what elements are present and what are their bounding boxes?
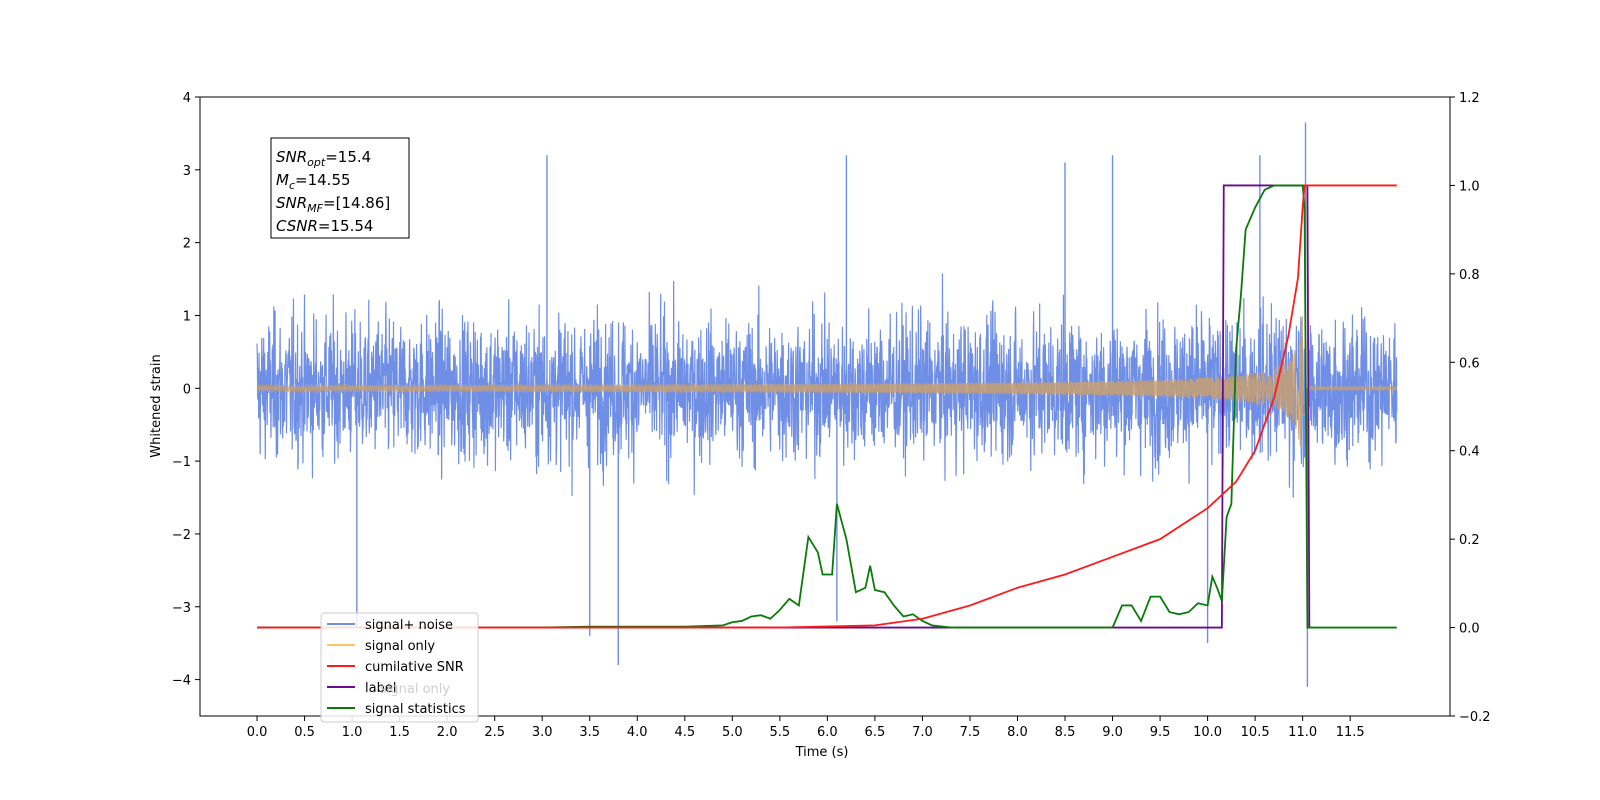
annotation-line: SNRopt=15.4	[276, 148, 371, 169]
y2-tick-label: 0.4	[1459, 445, 1480, 460]
y-tick-label: 1	[183, 309, 191, 324]
x-tick-label: 5.0	[722, 725, 743, 740]
plot-area	[256, 122, 1398, 687]
x-tick-label: 2.0	[437, 725, 458, 740]
y-axis-label: Whitened strain	[149, 354, 164, 457]
x-tick-label: 1.0	[342, 725, 363, 740]
x-tick-label: 4.5	[674, 725, 695, 740]
x-tick-label: 3.5	[579, 725, 600, 740]
y-tick-label: 2	[183, 237, 191, 252]
annotation-line: Mc=14.55	[276, 171, 351, 192]
y2-tick-label: 0.0	[1459, 622, 1480, 637]
x-tick-label: 0.0	[247, 725, 268, 740]
x-tick-label: 9.0	[1102, 725, 1123, 740]
y-axis-left: 4 3 2 1 0 −1 −2 −3 −4	[172, 91, 200, 689]
legend-ghost-label: signal only	[380, 682, 450, 697]
y2-tick-label: 1.2	[1459, 91, 1480, 106]
noise-line	[256, 273, 1398, 498]
plot-frame	[199, 96, 1451, 717]
legend-label: cumilative SNR	[365, 660, 464, 675]
x-tick-label: 9.5	[1150, 725, 1171, 740]
x-axis-label: Time (s)	[795, 745, 849, 760]
x-tick-label: 7.5	[960, 725, 981, 740]
x-tick-label: 4.0	[627, 725, 648, 740]
annotation-line: CSNR=15.54	[276, 217, 373, 235]
legend-label: signal+ noise	[365, 618, 453, 633]
y-tick-label: 4	[183, 91, 191, 106]
x-tick-label: 11.0	[1288, 725, 1317, 740]
annotation-line: SNRMF=[14.86]	[276, 194, 390, 215]
annotation-frame	[270, 137, 410, 239]
signal-statistics-line	[257, 184, 1397, 629]
x-tick-label: 10.5	[1241, 725, 1270, 740]
y-tick-label: −4	[172, 674, 191, 689]
y2-tick-label: 0.8	[1459, 268, 1480, 283]
x-axis: 0.0 0.5 1.0 1.5 2.0 2.5 3.0 3.5 4.0 4.5 5.0 5.5 6.0 6…	[247, 716, 1365, 740]
legend-frame	[320, 612, 479, 723]
x-tick-label: 6.0	[817, 725, 838, 740]
y-axis-right: 1.2 1.0 0.8 0.6 0.4 0.2 0.0 −0.2	[1450, 91, 1491, 725]
series-signal-only	[256, 316, 1398, 450]
y-tick-label: −3	[172, 601, 191, 616]
x-tick-label: 10.0	[1193, 725, 1222, 740]
x-tick-label: 5.5	[770, 725, 791, 740]
y-tick-label: 0	[183, 382, 191, 397]
x-tick-label: 0.5	[294, 725, 315, 740]
y2-tick-label: 1.0	[1459, 179, 1480, 194]
x-tick-label: 7.0	[912, 725, 933, 740]
y-tick-label: 3	[183, 164, 191, 179]
x-tick-label: 8.0	[1007, 725, 1028, 740]
legend: signal+ noise signal only cumilative SNR la…	[320, 612, 479, 723]
legend-label: signal only	[365, 639, 435, 654]
x-tick-label: 8.5	[1055, 725, 1076, 740]
y2-tick-label: 0.6	[1459, 356, 1480, 371]
legend-label: label	[365, 681, 396, 696]
signal-only-line	[256, 316, 1398, 450]
x-tick-label: 2.5	[484, 725, 505, 740]
cumulative-snr-line	[257, 184, 1397, 629]
y2-tick-label: −0.2	[1459, 710, 1491, 725]
x-tick-label: 11.5	[1336, 725, 1365, 740]
legend-label: signal statistics	[365, 702, 466, 717]
x-tick-label: 1.5	[389, 725, 410, 740]
y-tick-label: −1	[172, 455, 191, 470]
series-right-axis	[257, 184, 1397, 629]
x-tick-label: 3.0	[532, 725, 553, 740]
y2-tick-label: 0.2	[1459, 533, 1480, 548]
x-tick-label: 6.5	[865, 725, 886, 740]
y-tick-label: −2	[172, 528, 191, 543]
